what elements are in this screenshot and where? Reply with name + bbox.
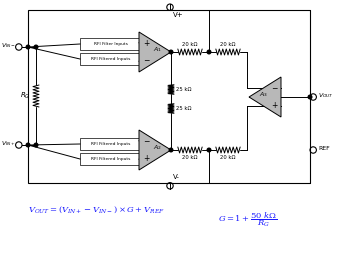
- Text: 20 kΩ: 20 kΩ: [182, 42, 198, 47]
- Circle shape: [169, 50, 173, 54]
- Text: $R_G$: $R_G$: [20, 91, 30, 101]
- Bar: [80, 53, 142, 65]
- Text: −: −: [271, 84, 277, 93]
- Text: −: −: [143, 137, 149, 146]
- Bar: [80, 38, 142, 50]
- Text: −: −: [143, 56, 149, 65]
- Text: RFI Filtered Inputs: RFI Filtered Inputs: [91, 142, 131, 146]
- Text: 20 kΩ: 20 kΩ: [182, 155, 198, 160]
- Text: 25 kΩ: 25 kΩ: [176, 87, 191, 92]
- Polygon shape: [139, 130, 171, 170]
- Text: $V_{OUT}$: $V_{OUT}$: [318, 92, 334, 100]
- Circle shape: [169, 148, 173, 152]
- Text: RFI Filter Inputs: RFI Filter Inputs: [94, 42, 128, 46]
- Bar: [28, 10, 310, 183]
- Circle shape: [207, 50, 211, 54]
- Text: $V_{IN-}$: $V_{IN-}$: [1, 41, 16, 50]
- Circle shape: [34, 143, 38, 147]
- Text: $V_{IN+}$: $V_{IN+}$: [1, 140, 16, 148]
- Polygon shape: [249, 77, 281, 117]
- Circle shape: [34, 45, 38, 49]
- Text: +: +: [143, 154, 149, 163]
- Text: +: +: [271, 101, 277, 110]
- Text: $A_3$: $A_3$: [258, 91, 267, 99]
- Text: $G = 1 + \dfrac{50\ k\Omega}{R_G}$: $G = 1 + \dfrac{50\ k\Omega}{R_G}$: [218, 211, 278, 229]
- Text: $V_{OUT} = (V_{IN+} - V_{IN-}) \times G + V_{REF}$: $V_{OUT} = (V_{IN+} - V_{IN-}) \times G …: [28, 205, 165, 215]
- Text: 25 kΩ: 25 kΩ: [176, 106, 191, 111]
- Bar: [80, 138, 142, 150]
- Text: V-: V-: [173, 174, 180, 180]
- Text: RFI Filtered Inputs: RFI Filtered Inputs: [91, 157, 131, 161]
- Bar: [80, 153, 142, 165]
- Text: +: +: [143, 39, 149, 48]
- Circle shape: [26, 143, 30, 147]
- Text: $A_2$: $A_2$: [152, 144, 161, 153]
- Circle shape: [207, 148, 211, 152]
- Text: REF: REF: [318, 146, 330, 152]
- Circle shape: [26, 45, 30, 49]
- Circle shape: [308, 95, 312, 99]
- Text: $A_1$: $A_1$: [152, 46, 161, 55]
- Text: V+: V+: [173, 12, 183, 18]
- Text: 20 kΩ: 20 kΩ: [220, 155, 236, 160]
- Polygon shape: [139, 32, 171, 72]
- Text: RFI Filtered Inputs: RFI Filtered Inputs: [91, 57, 131, 61]
- Text: 20 kΩ: 20 kΩ: [220, 42, 236, 47]
